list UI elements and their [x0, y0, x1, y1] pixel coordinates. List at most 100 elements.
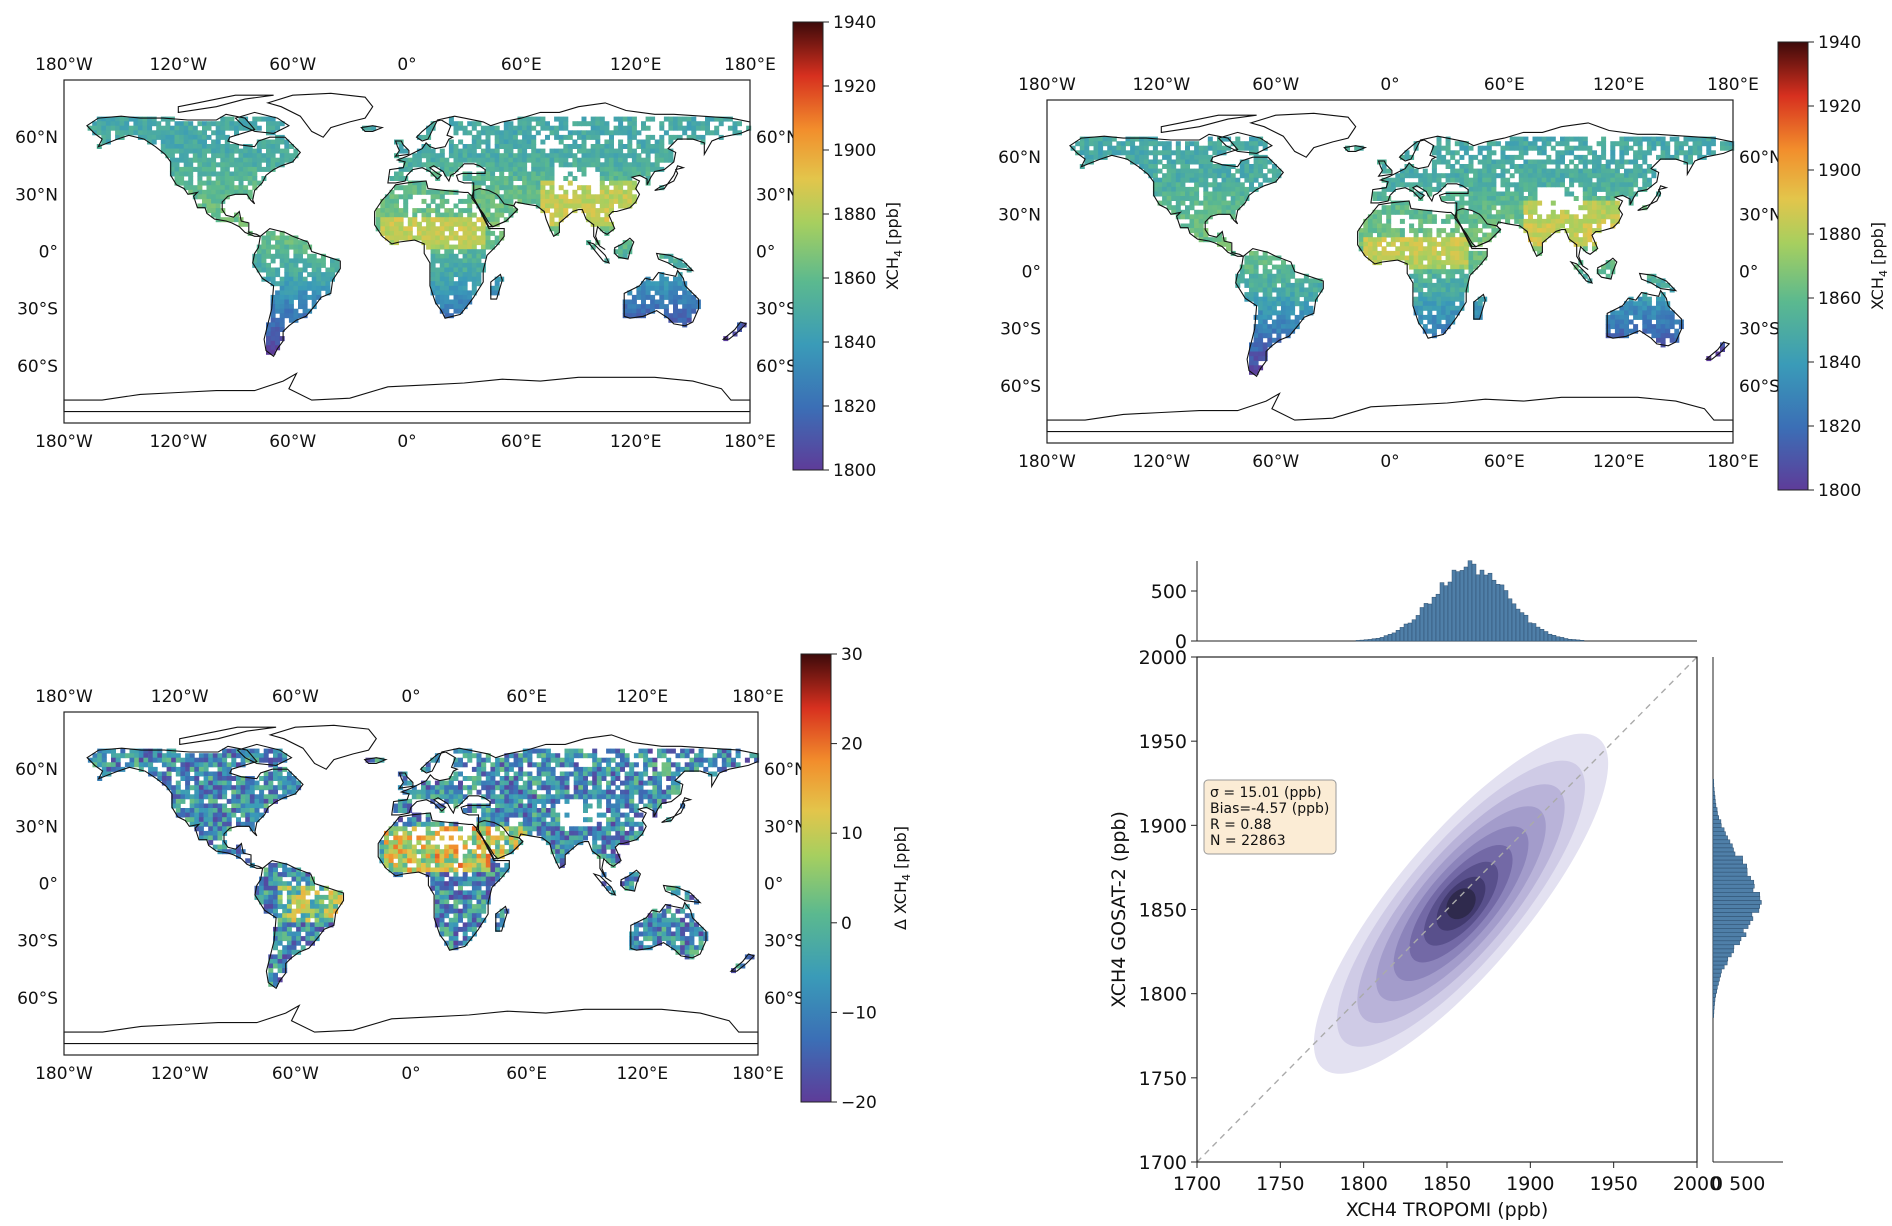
- grid-cell: [1381, 186, 1387, 192]
- grid-cell: [508, 789, 514, 795]
- grid-cell: [583, 766, 588, 772]
- grid-cell: [592, 789, 598, 795]
- grid-cell: [296, 780, 302, 786]
- grid-cell: [1386, 218, 1392, 224]
- grid-cell: [1660, 154, 1666, 160]
- grid-cell: [1592, 241, 1597, 247]
- grid-cell: [1413, 296, 1419, 302]
- grid-cell: [1386, 168, 1392, 174]
- grid-cell: [1409, 241, 1415, 247]
- grid-cell: [1528, 232, 1533, 238]
- grid-cell: [1555, 173, 1561, 179]
- grid-cell: [1509, 159, 1515, 165]
- grid-cell: [661, 798, 667, 804]
- grid-cell: [380, 226, 386, 232]
- coastline-northAmerica: [1069, 133, 1285, 257]
- grid-cell: [1459, 292, 1465, 298]
- grid-cell: [1601, 196, 1607, 201]
- grid-cell: [439, 281, 445, 287]
- y-tick-label-right: 60°N: [1739, 148, 1782, 168]
- grid-cell: [138, 762, 144, 768]
- grid-cell: [645, 134, 651, 140]
- grid-cell: [480, 198, 486, 204]
- grid-cell: [1491, 177, 1497, 183]
- grid-cell: [105, 139, 111, 145]
- grid-cell: [157, 748, 163, 754]
- grid-cell: [1285, 282, 1291, 288]
- grid-cell: [462, 217, 468, 223]
- grid-cell: [311, 299, 317, 305]
- grid-cell: [1194, 182, 1200, 188]
- grid-cell: [613, 185, 619, 191]
- grid-cell: [1669, 319, 1675, 325]
- grid-cell: [606, 771, 612, 777]
- grid-cell: [481, 785, 487, 791]
- grid-cell: [1262, 255, 1268, 261]
- grid-cell: [1281, 264, 1286, 270]
- grid-cell: [430, 794, 436, 800]
- grid-cell: [1418, 305, 1424, 311]
- grid-cell: [266, 340, 271, 346]
- grid-cell: [165, 130, 171, 136]
- grid-cell: [645, 148, 651, 154]
- grid-cell: [490, 762, 496, 768]
- grid-cell: [412, 221, 418, 227]
- grid-cell: [1116, 150, 1122, 156]
- map-panel-bottom-left: 180°W180°W120°W120°W60°W60°W0°0°60°E60°E…: [15, 645, 913, 1113]
- grid-cell: [650, 304, 656, 310]
- grid-cell: [430, 785, 436, 791]
- grid-cell: [458, 244, 464, 250]
- grid-cell: [448, 299, 454, 305]
- grid-cell: [275, 125, 281, 131]
- grid-cell: [581, 185, 587, 191]
- grid-cell: [202, 198, 207, 204]
- grid-cell: [1605, 164, 1611, 169]
- grid-cell: [1537, 237, 1543, 243]
- grid-cell: [180, 757, 186, 763]
- grid-cell: [275, 308, 281, 314]
- grid-cell: [1152, 164, 1158, 169]
- grid-cell: [171, 803, 177, 809]
- grid-cell: [371, 125, 377, 131]
- grid-cell: [652, 798, 658, 804]
- grid-cell: [1706, 356, 1712, 362]
- grid-cell: [268, 794, 274, 800]
- grid-cell: [1230, 250, 1236, 256]
- grid-cell: [661, 748, 667, 754]
- grid-cell: [458, 762, 463, 768]
- grid-cell: [1418, 246, 1424, 252]
- grid-cell: [494, 176, 500, 181]
- grid-cell: [627, 125, 633, 131]
- grid-cell: [1546, 214, 1552, 220]
- grid-cell: [499, 776, 505, 781]
- grid-cell: [180, 766, 186, 772]
- grid-cell: [192, 139, 198, 145]
- grid-cell: [1450, 173, 1456, 179]
- grid-cell: [512, 162, 518, 168]
- grid-cell: [277, 753, 283, 759]
- grid-cell: [471, 134, 477, 140]
- grid-cell: [1495, 228, 1501, 234]
- grid-cell: [540, 176, 546, 181]
- grid-cell: [270, 331, 276, 337]
- coastline-eurasia: [387, 102, 751, 251]
- grid-cell: [643, 757, 649, 763]
- grid-cell: [203, 794, 209, 800]
- grid-cell: [545, 794, 551, 800]
- grid-cell: [604, 162, 610, 168]
- grid-cell: [558, 208, 564, 214]
- grid-cell: [595, 144, 601, 149]
- grid-cell: [1454, 250, 1460, 256]
- y-tick-label-left: 30°S: [17, 300, 58, 320]
- y-tick-label-left: 0°: [1022, 263, 1041, 283]
- grid-cell: [1226, 173, 1232, 179]
- grid-cell: [407, 230, 413, 236]
- grid-cell: [259, 794, 265, 800]
- grid-cell: [1560, 141, 1565, 147]
- grid-cell: [1102, 141, 1108, 147]
- grid-cell: [606, 757, 612, 763]
- grid-cell: [115, 125, 121, 131]
- grid-cell: [471, 272, 477, 278]
- grid-cell: [1267, 305, 1273, 311]
- grid-cell: [563, 157, 569, 163]
